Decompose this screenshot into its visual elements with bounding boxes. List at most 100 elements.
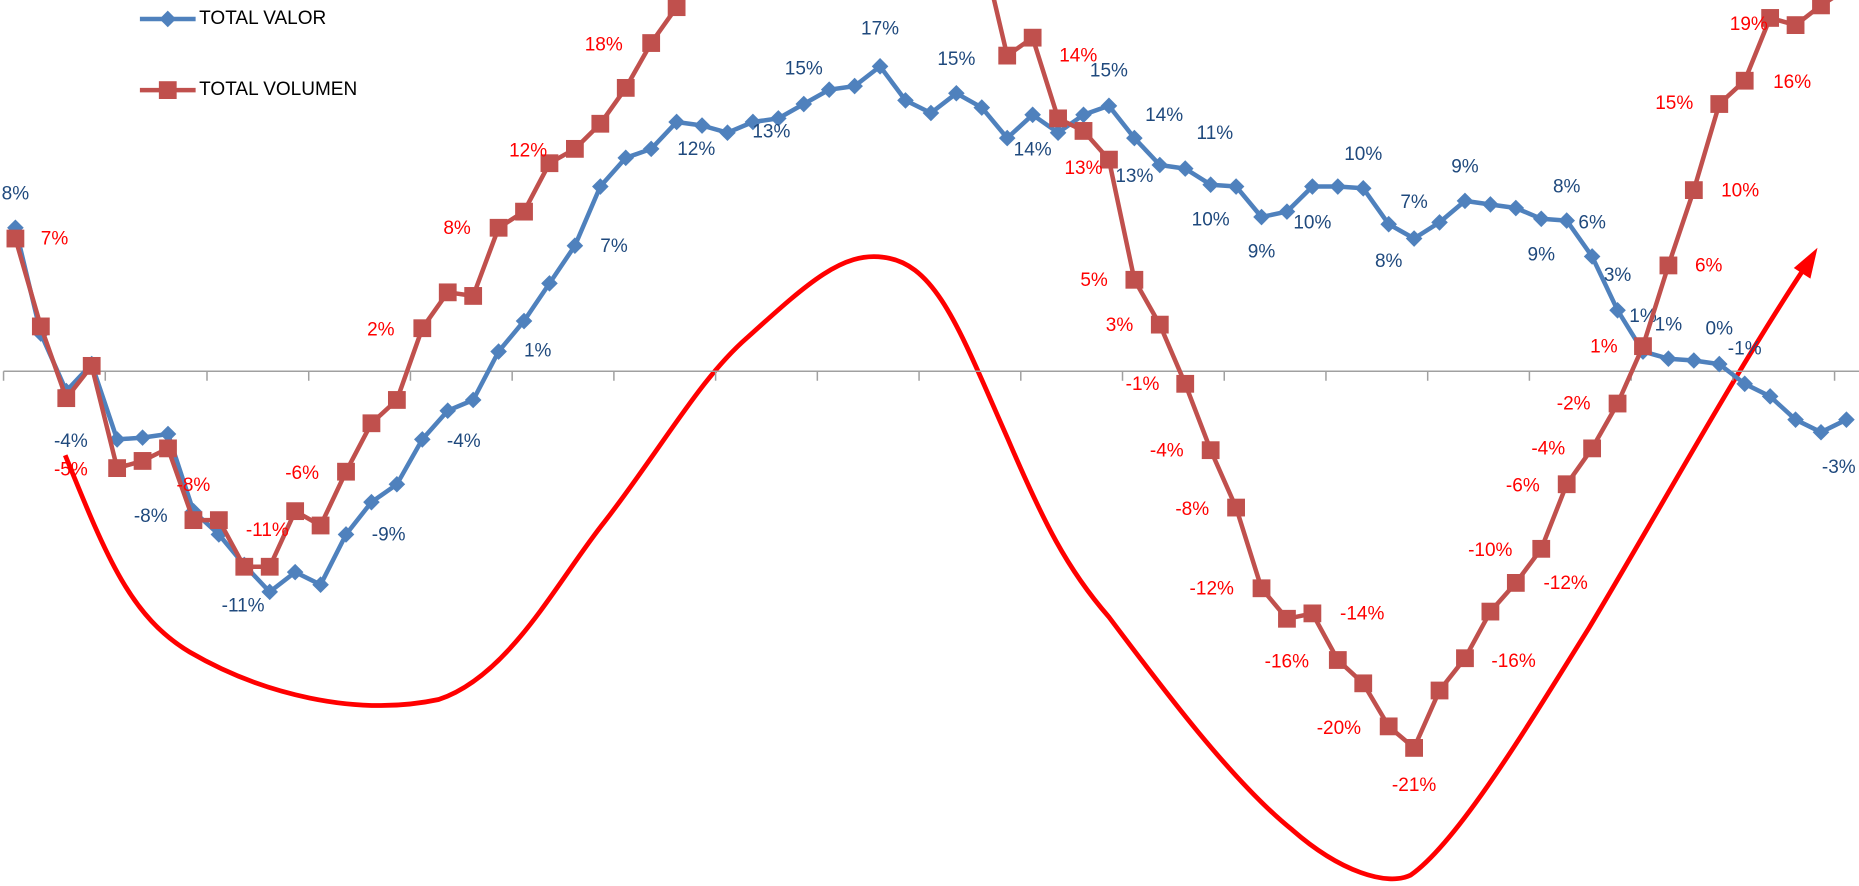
legend-label: TOTAL VOLUMEN — [199, 79, 357, 100]
data-label: -4% — [1531, 439, 1565, 460]
data-label: 1% — [1655, 315, 1683, 336]
point — [667, 0, 686, 17]
data-label: -8% — [134, 506, 168, 527]
data-label: -6% — [1506, 476, 1540, 497]
point — [1838, 411, 1855, 428]
point — [1125, 270, 1144, 289]
point — [668, 113, 685, 131]
point — [159, 439, 177, 458]
data-label: 11% — [1197, 123, 1234, 144]
point — [998, 129, 1016, 147]
point — [1328, 651, 1347, 669]
point — [438, 283, 457, 302]
point — [973, 99, 991, 116]
data-label: -12% — [1543, 573, 1587, 594]
data-label: -4% — [1150, 440, 1184, 461]
point — [1253, 208, 1270, 226]
point — [1379, 717, 1398, 736]
point — [541, 275, 558, 292]
series: 7% -5% -8% -11% -6% 2% 8% 12% 18% 14% 13% 5% 3% -1% -4… — [6, 0, 1834, 796]
point — [209, 511, 228, 530]
point — [820, 81, 838, 98]
point — [235, 557, 254, 576]
data-label: 15% — [937, 49, 975, 70]
point — [998, 46, 1017, 65]
data-label: 18% — [585, 34, 623, 55]
point — [744, 113, 762, 131]
point — [1761, 388, 1779, 405]
point — [1558, 212, 1575, 229]
data-label: -1% — [1126, 374, 1160, 395]
data-label: -11% — [246, 520, 289, 541]
trend-arrow — [1793, 247, 1818, 279]
point — [1227, 498, 1245, 517]
legend-marker — [158, 81, 177, 99]
legend-label: TOTAL VALOR — [199, 8, 326, 29]
point — [1659, 256, 1678, 275]
point — [82, 356, 101, 375]
point — [1710, 95, 1729, 113]
point — [642, 34, 661, 52]
annotation — [63, 247, 1818, 882]
data-label: 9% — [1451, 157, 1479, 178]
point — [1506, 574, 1525, 592]
data-label: -6% — [285, 463, 319, 484]
point — [260, 557, 279, 576]
data-label: 15% — [1090, 60, 1128, 81]
point — [1736, 375, 1754, 393]
point — [616, 78, 635, 97]
point — [1126, 129, 1143, 147]
point — [846, 77, 863, 95]
point — [719, 124, 736, 142]
data-label: 17% — [861, 19, 899, 40]
point — [1405, 230, 1423, 247]
data-label: 13% — [1064, 158, 1102, 179]
point — [1660, 350, 1677, 368]
point — [184, 511, 203, 530]
point — [464, 391, 482, 409]
point — [159, 425, 177, 443]
point — [57, 389, 76, 408]
point — [617, 149, 635, 167]
point — [565, 139, 584, 158]
data-label: 14% — [1014, 139, 1052, 160]
point — [1482, 196, 1499, 213]
point — [185, 502, 202, 520]
point — [1430, 681, 1449, 700]
point — [1049, 124, 1067, 142]
point — [1202, 176, 1219, 194]
point — [134, 429, 151, 446]
point — [1075, 106, 1092, 124]
data-label: 10% — [1344, 144, 1382, 165]
point — [413, 319, 432, 338]
point — [515, 312, 533, 330]
point — [388, 475, 406, 493]
point — [387, 391, 406, 409]
data-label: -8% — [177, 475, 211, 496]
point — [6, 229, 25, 248]
point — [108, 459, 127, 478]
point — [1735, 71, 1754, 90]
point — [261, 583, 279, 601]
data-label: 10% — [1721, 180, 1759, 201]
point — [1812, 423, 1830, 441]
point — [1456, 649, 1474, 668]
data-label: 8% — [1375, 251, 1403, 272]
point — [337, 462, 355, 481]
point — [1329, 178, 1347, 195]
point — [1354, 674, 1373, 693]
data-label: 0% — [1706, 319, 1734, 340]
point — [693, 117, 711, 134]
point — [286, 502, 305, 521]
data-label: 13% — [752, 122, 790, 143]
data-label: 19% — [1730, 14, 1768, 35]
point — [591, 114, 610, 133]
data-label: -3% — [1822, 457, 1856, 478]
data-label: 12% — [509, 140, 547, 161]
point — [1150, 315, 1169, 334]
data-label: 8% — [443, 218, 471, 239]
data-label: 9% — [1248, 242, 1276, 263]
point — [414, 431, 431, 448]
point — [1532, 210, 1550, 228]
